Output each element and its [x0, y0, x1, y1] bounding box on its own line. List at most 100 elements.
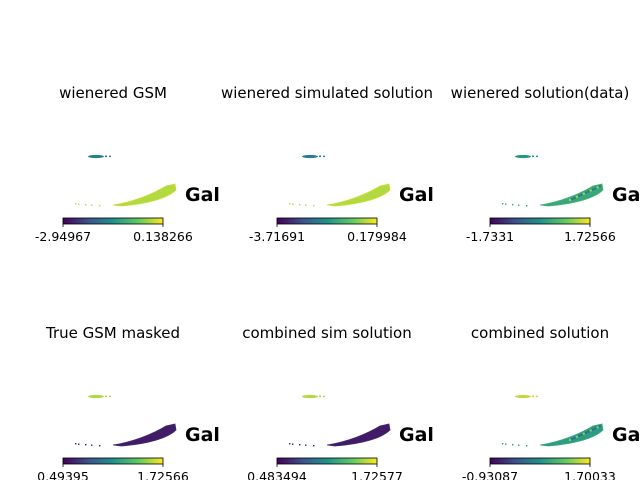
galactic-plane-region	[326, 183, 391, 207]
map-area: Gala	[502, 394, 640, 447]
map-area: Gala	[75, 154, 233, 207]
texture-dot	[594, 187, 597, 190]
texture-dot	[591, 188, 595, 191]
texture-dot	[582, 192, 585, 195]
texture-dot	[596, 186, 599, 189]
scatter-dot	[78, 203, 80, 205]
galactic-plane-region	[539, 423, 604, 447]
scatter-dot	[526, 205, 528, 207]
scatter-dot	[512, 204, 514, 206]
sky-patch-upper	[88, 394, 104, 399]
galactic-plane-region	[539, 183, 604, 207]
sky-dot	[105, 155, 107, 158]
chart-title: wienered solution(data)	[451, 84, 630, 102]
colorbar-tick-label: -3.71691	[249, 229, 305, 244]
colorbar-tick-label: 1.72566	[564, 229, 616, 244]
chart-panel: combined solution Gala -0.93087 1.70033	[462, 324, 640, 480]
chart-panel: wienered simulated solution Gala -3.71691 0…	[221, 84, 447, 244]
scatter-dot	[75, 443, 77, 445]
colorbar	[62, 217, 164, 225]
overlay-label: Gala	[185, 424, 233, 446]
sky-dot	[532, 155, 534, 158]
chart-panel: combined sim solution Gala 0.483494 1.72577	[242, 324, 447, 480]
colorbar-tick-label: -1.7331	[466, 229, 514, 244]
colorbar-tick-label: 1.70033	[564, 469, 616, 480]
texture-dot	[584, 191, 588, 194]
scatter-dot	[289, 203, 291, 205]
texture-dot	[584, 431, 588, 434]
overlay-label: Gala	[612, 184, 640, 206]
chart-title: wienered GSM	[59, 84, 167, 102]
sky-dot	[109, 155, 111, 158]
scatter-dot	[91, 204, 93, 206]
sky-dot	[319, 395, 321, 398]
scatter-dot	[75, 203, 77, 205]
chart-title: True GSM masked	[45, 324, 180, 342]
sky-patch-upper	[302, 394, 318, 399]
colorbar	[276, 457, 378, 465]
overlay-label: Gala	[399, 184, 447, 206]
sky-dot	[109, 395, 111, 398]
galactic-plane-region	[112, 183, 177, 207]
chart-panel: wienered GSM Gala -2.94967 0.138266	[35, 84, 233, 244]
map-area: Gala	[502, 154, 640, 207]
texture-dot	[598, 185, 602, 188]
texture-dot	[575, 195, 579, 199]
scatter-dot	[305, 444, 307, 446]
scatter-dot	[502, 203, 504, 205]
texture-dot	[580, 193, 583, 196]
scatter-dot	[85, 444, 87, 446]
sky-patch-upper	[88, 154, 104, 159]
galactic-plane-region	[326, 423, 391, 447]
colorbar-tick-label: 0.49395	[37, 469, 89, 480]
chart-title: combined sim solution	[242, 324, 412, 342]
scatter-dot	[292, 443, 294, 445]
texture-dot	[598, 425, 602, 428]
colorbar-tick-label: -0.93087	[462, 469, 518, 480]
texture-dot	[575, 435, 579, 439]
texture-dot	[578, 194, 581, 197]
map-area: Gala	[289, 394, 447, 447]
scatter-dot	[299, 204, 301, 206]
galactic-plane-region	[112, 423, 177, 447]
scatter-dot	[518, 444, 520, 446]
sky-dot	[323, 155, 325, 158]
texture-dot	[589, 189, 592, 192]
scatter-dot	[85, 204, 87, 206]
texture-dot	[589, 429, 592, 432]
scatter-dot	[512, 444, 514, 446]
texture-dot	[568, 438, 572, 442]
colorbar-tick-label: 0.179984	[347, 229, 407, 244]
texture-dot	[582, 432, 585, 435]
sky-dot	[536, 155, 538, 158]
map-area: Gala	[75, 394, 233, 447]
texture-dot	[580, 433, 583, 436]
colorbar	[276, 217, 378, 225]
colorbar	[489, 217, 591, 225]
colorbar	[62, 457, 164, 465]
texture-dot	[594, 427, 597, 430]
scatter-dot	[292, 203, 294, 205]
texture-dot	[591, 428, 595, 431]
scatter-dot	[78, 443, 80, 445]
overlay-label: Gala	[185, 184, 233, 206]
scatter-dot	[99, 445, 101, 447]
texture-dot	[578, 434, 581, 437]
scatter-dot	[518, 204, 520, 206]
texture-dot	[573, 196, 576, 200]
sky-dot	[319, 155, 321, 158]
map-area: Gala	[289, 154, 447, 207]
texture-dot	[587, 430, 590, 433]
sky-dot	[105, 395, 107, 398]
chart-title: combined solution	[471, 324, 609, 342]
colorbar	[489, 457, 591, 465]
colorbar-tick-label: 0.483494	[247, 469, 307, 480]
chart-panel: wienered solution(data) Gala -1.7331 1.7256…	[451, 84, 640, 244]
chart-panel: True GSM masked Gala 0.49395 1.72566	[37, 324, 233, 480]
overlay-label: Gala	[399, 424, 447, 446]
texture-dot	[587, 190, 590, 193]
colorbar-tick-label: 1.72577	[351, 469, 403, 480]
scatter-dot	[505, 203, 507, 205]
sky-patch-upper	[515, 394, 531, 399]
sky-dot	[536, 395, 538, 398]
